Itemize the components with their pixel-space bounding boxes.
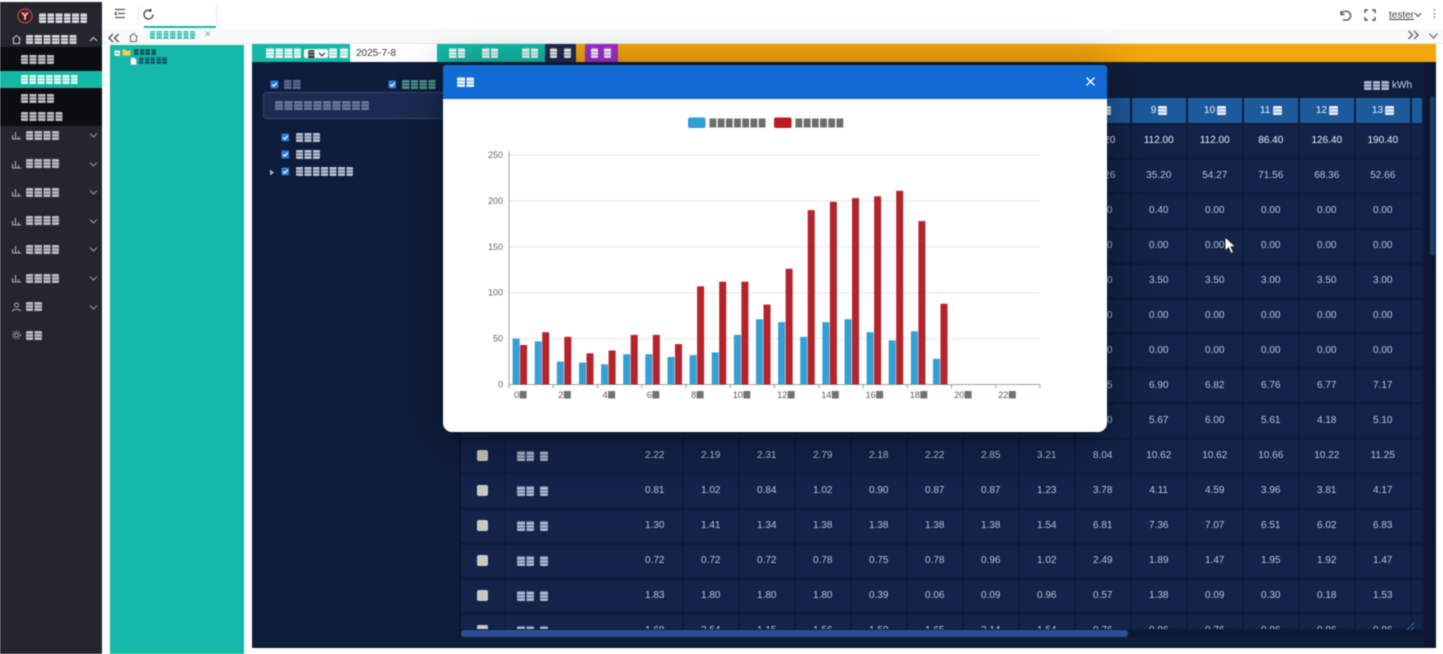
svg-text:16: 16 <box>866 390 876 400</box>
svg-text:50: 50 <box>493 334 503 344</box>
svg-text:100: 100 <box>488 288 503 298</box>
svg-text:22: 22 <box>998 390 1008 400</box>
svg-text:200: 200 <box>488 196 503 206</box>
svg-text:0: 0 <box>514 390 519 400</box>
svg-text:14: 14 <box>821 390 831 400</box>
svg-text:12: 12 <box>777 390 787 400</box>
svg-text:150: 150 <box>488 242 503 252</box>
svg-text:2: 2 <box>558 390 563 400</box>
svg-text:6: 6 <box>647 390 652 400</box>
svg-text:8: 8 <box>691 390 696 400</box>
svg-text:18: 18 <box>910 390 920 400</box>
svg-text:20: 20 <box>954 390 964 400</box>
svg-text:0: 0 <box>498 380 503 390</box>
svg-text:250: 250 <box>488 150 503 160</box>
svg-text:10: 10 <box>733 390 743 400</box>
svg-text:4: 4 <box>603 390 608 400</box>
